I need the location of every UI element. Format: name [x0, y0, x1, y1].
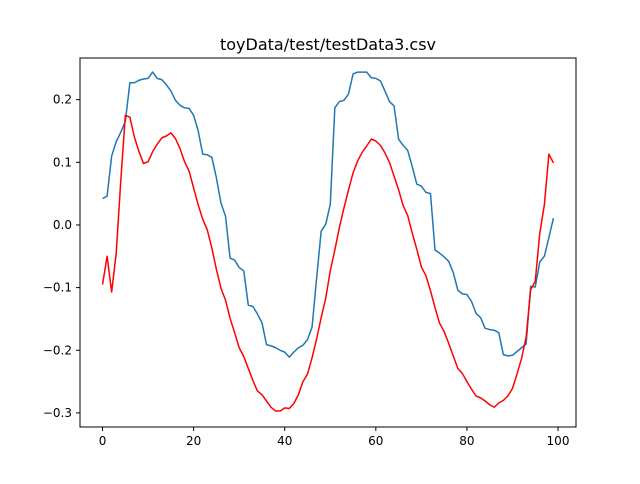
plot-frame — [79, 57, 577, 428]
y-axis: −0.3 −0.2 −0.1 0.0 0.1 0.2 — [43, 93, 80, 420]
y-tick-label: 0.1 — [53, 155, 72, 169]
x-tick-label: 0 — [99, 434, 107, 448]
y-tick-label: 0.0 — [53, 218, 72, 232]
x-axis: 0 20 40 60 80 100 — [99, 427, 570, 448]
chart-title: toyData/test/testData3.csv — [220, 35, 436, 54]
x-tick-label: 100 — [547, 434, 570, 448]
y-tick-label: −0.1 — [43, 281, 72, 295]
y-tick-label: 0.2 — [53, 93, 72, 107]
series-line-1 — [102, 71, 555, 358]
x-tick-label: 60 — [368, 434, 383, 448]
x-tick-label: 40 — [277, 434, 292, 448]
y-tick-label: −0.2 — [43, 343, 72, 357]
series-layer — [101, 71, 555, 412]
x-tick-label: 80 — [459, 434, 474, 448]
y-tick-label: −0.3 — [43, 406, 72, 420]
series-line-2 — [101, 114, 555, 412]
x-tick-label: 20 — [186, 434, 201, 448]
